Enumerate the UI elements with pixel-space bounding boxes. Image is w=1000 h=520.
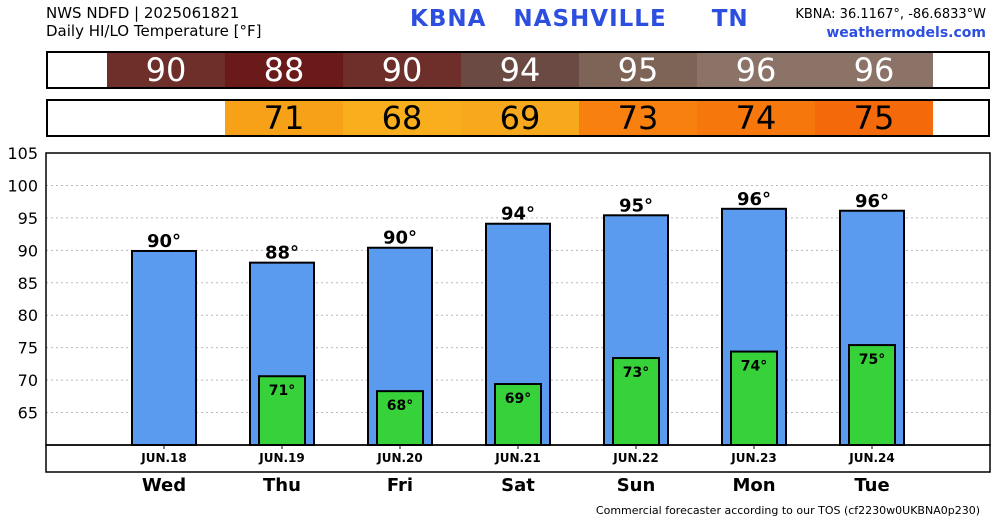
lo-bar [258,375,306,446]
day-label: Tue [854,475,889,496]
lo-temp-cell: 68 [343,99,461,137]
hi-strip: 90 88 90 94 95 96 96 [46,51,990,89]
lo-bar-label: 69° [505,391,531,407]
lo-bar-label: 74° [741,359,767,375]
hi-bar-label: 94° [501,204,535,225]
y-tick-label: 65 [18,404,38,423]
day-label: Sun [617,475,656,496]
header-right: KBNA: 36.1167°, -86.6833°W weathermodels… [795,6,986,42]
y-tick-label: 90 [18,241,38,260]
date-label: JUN.22 [612,451,659,465]
lo-bar [494,383,542,446]
lo-bar-label: 73° [623,365,649,381]
lo-bar [376,390,424,447]
temperature-chart: 65 70 75 80 85 90 95 100 105 90° JUN.18 Wed 88° 71° JU… [7,144,991,496]
lo-strip: 71 68 69 73 74 75 [46,99,990,137]
day-label: Mon [732,475,775,496]
hi-temp-cell: 90 [107,51,225,89]
footer-note: Commercial forecaster according to our T… [595,504,980,517]
y-tick-label: 75 [18,339,38,358]
lo-temp-cell [107,101,225,135]
lo-bar-label: 71° [269,383,295,399]
hi-bar [131,249,197,446]
hi-bar-label: 90° [383,228,417,249]
lo-bar-label: 68° [387,398,413,414]
hi-temp-cell: 96 [697,51,815,89]
site-link[interactable]: weathermodels.com [826,25,986,41]
date-label: JUN.21 [494,451,541,465]
lo-temp-cell: 69 [461,99,579,137]
hi-bar-label: 88° [265,243,299,264]
lo-temp-cell: 74 [697,99,815,137]
hi-bar-label: 96° [855,191,889,212]
date-label: JUN.24 [848,451,895,465]
y-tick-label: 100 [7,176,38,195]
hi-temp-cell: 95 [579,51,697,89]
y-tick-label: 85 [18,274,38,293]
lo-bar-label: 75° [859,352,885,368]
date-label: JUN.19 [258,451,305,465]
day-label: Sat [501,475,535,496]
date-label: JUN.18 [140,451,187,465]
date-label: JUN.23 [730,451,777,465]
hi-temp-cell: 88 [225,51,343,89]
lo-bar [848,344,896,446]
y-tick-label: 95 [18,209,38,228]
product-label: Daily HI/LO Temperature [°F] [46,22,262,40]
date-label: JUN.20 [376,451,423,465]
day-label: Fri [387,475,413,496]
lo-temp-cell: 73 [579,99,697,137]
hi-bar-label: 96° [737,189,771,210]
station-title: KBNA NASHVILLE TN [410,6,749,32]
hi-temp-cell: 90 [343,51,461,89]
y-tick-label: 105 [7,144,38,163]
y-tick-label: 80 [18,306,38,325]
day-label: Wed [142,475,186,496]
lo-temp-cell: 75 [815,99,933,137]
hi-bar-label: 95° [619,195,653,216]
header-info: NWS NDFD | 2025061821 Daily HI/LO Temper… [46,4,262,40]
hi-temp-cell: 96 [815,51,933,89]
coords-label: KBNA: 36.1167°, -86.6833°W [795,7,986,22]
hi-temp-cell: 94 [461,51,579,89]
lo-bar [730,350,778,446]
run-label: NWS NDFD | 2025061821 [46,4,240,22]
y-tick-label: 70 [18,371,38,390]
date-band [45,444,991,473]
day-label: Thu [263,475,301,496]
lo-temp-cell: 71 [225,99,343,137]
hi-bar-label: 90° [147,231,181,252]
